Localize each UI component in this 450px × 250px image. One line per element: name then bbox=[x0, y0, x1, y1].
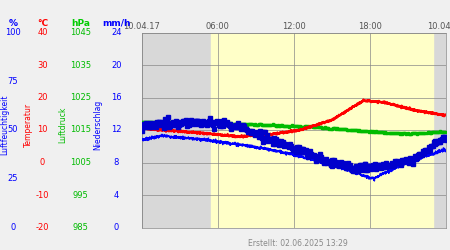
Bar bbox=[142, 32, 212, 228]
Text: 30: 30 bbox=[37, 60, 48, 70]
Text: 12: 12 bbox=[111, 126, 122, 134]
Text: 1015: 1015 bbox=[70, 126, 91, 134]
Text: 25: 25 bbox=[8, 174, 18, 183]
Text: Luftfeuchtigkeit: Luftfeuchtigkeit bbox=[0, 95, 9, 155]
Text: 995: 995 bbox=[73, 190, 89, 200]
Bar bbox=[212, 32, 433, 228]
Text: 100: 100 bbox=[5, 28, 21, 37]
Text: °C: °C bbox=[37, 18, 48, 28]
Text: 0: 0 bbox=[10, 223, 15, 232]
Text: 20: 20 bbox=[37, 93, 48, 102]
Text: 985: 985 bbox=[73, 223, 89, 232]
Text: 40: 40 bbox=[37, 28, 48, 37]
Text: 24: 24 bbox=[111, 28, 122, 37]
Text: 8: 8 bbox=[113, 158, 119, 167]
Text: Luftdruck: Luftdruck bbox=[58, 107, 67, 143]
Text: Temperatur: Temperatur bbox=[24, 103, 33, 147]
Text: Erstellt: 02.06.2025 13:29: Erstellt: 02.06.2025 13:29 bbox=[248, 238, 348, 248]
Text: mm/h: mm/h bbox=[102, 18, 130, 28]
Text: %: % bbox=[8, 18, 17, 28]
Text: 0: 0 bbox=[113, 223, 119, 232]
Text: 50: 50 bbox=[8, 126, 18, 134]
Text: 1035: 1035 bbox=[70, 60, 91, 70]
Text: 20: 20 bbox=[111, 60, 122, 70]
Text: 1045: 1045 bbox=[70, 28, 91, 37]
Text: 75: 75 bbox=[8, 77, 18, 86]
Text: -10: -10 bbox=[36, 190, 50, 200]
Text: -20: -20 bbox=[36, 223, 50, 232]
Bar bbox=[433, 32, 446, 228]
Text: Niederschlag: Niederschlag bbox=[93, 100, 102, 150]
Text: 10: 10 bbox=[37, 126, 48, 134]
Text: 0: 0 bbox=[40, 158, 45, 167]
Text: hPa: hPa bbox=[71, 18, 90, 28]
Text: 1005: 1005 bbox=[70, 158, 91, 167]
Text: 16: 16 bbox=[111, 93, 122, 102]
Text: 1025: 1025 bbox=[70, 93, 91, 102]
Text: 4: 4 bbox=[113, 190, 119, 200]
